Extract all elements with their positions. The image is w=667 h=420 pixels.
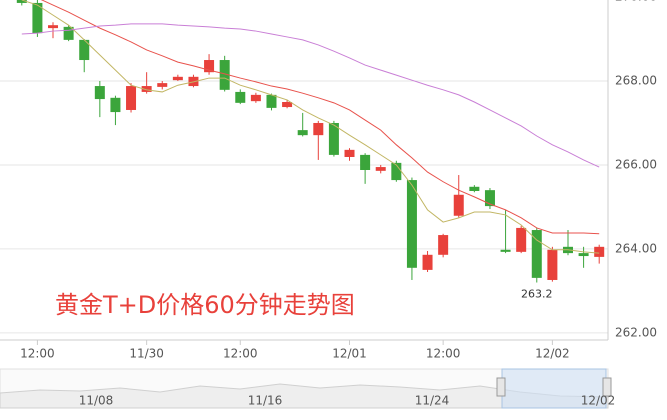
candle-body xyxy=(172,76,183,81)
candle-body xyxy=(16,0,27,3)
navigator-label: 11/24 xyxy=(415,394,450,408)
candle-body xyxy=(266,94,277,108)
navigator-label: 12/02 xyxy=(581,394,616,408)
x-tick-label: 12:00 xyxy=(223,347,258,361)
candle-body xyxy=(547,249,558,280)
candle-body xyxy=(157,83,168,87)
navigator-area xyxy=(0,383,609,409)
x-tick-label: 12/01 xyxy=(332,347,367,361)
navigator-handle-left[interactable] xyxy=(496,377,506,397)
candle-body xyxy=(406,180,417,268)
candle-body xyxy=(32,2,43,34)
candle-body xyxy=(578,253,589,257)
candle-body xyxy=(453,194,464,216)
candle-body xyxy=(141,86,152,92)
candle-body xyxy=(313,122,324,136)
candle-body xyxy=(469,186,480,191)
navigator-handle-right[interactable] xyxy=(602,377,612,397)
candle-body xyxy=(360,154,371,170)
candle-body xyxy=(516,227,527,252)
candle-body xyxy=(484,190,495,207)
candle-body xyxy=(344,149,355,157)
candle-body xyxy=(94,86,105,100)
navigator-label: 11/16 xyxy=(248,394,283,408)
moving-average-line xyxy=(40,0,600,235)
candle-body xyxy=(391,162,402,181)
candle-body xyxy=(531,230,542,278)
moving-average-line xyxy=(21,23,600,168)
candle-body xyxy=(438,235,449,255)
min-label: 263.2 xyxy=(521,287,553,300)
candle-body xyxy=(235,91,246,103)
candle-body xyxy=(219,60,230,90)
candle-body xyxy=(297,130,308,136)
x-tick-label: 12/02 xyxy=(535,347,570,361)
candle-body xyxy=(250,94,261,102)
candle-body xyxy=(500,249,511,252)
candle-body xyxy=(79,39,90,61)
candle-body xyxy=(282,102,293,108)
y-tick-label: 268.00 xyxy=(615,74,657,88)
moving-average-line xyxy=(21,0,600,254)
candle-body xyxy=(110,97,121,113)
x-tick-label: 12:00 xyxy=(426,347,461,361)
chart-title: 黄金T+D价格60分钟走势图 xyxy=(55,291,355,319)
candle-body xyxy=(48,25,59,29)
candle-body xyxy=(422,254,433,270)
y-tick-label: 266.00 xyxy=(615,157,657,171)
candle-body xyxy=(328,122,339,155)
navigator-label: 11/08 xyxy=(79,394,114,408)
candle-body xyxy=(204,60,215,73)
candle-body xyxy=(594,246,605,257)
candle-body xyxy=(63,26,74,40)
candle-body xyxy=(126,86,137,110)
y-tick-label: 264.00 xyxy=(615,241,657,255)
candle-body xyxy=(375,167,386,171)
y-tick-label: 270.00 xyxy=(615,0,657,4)
x-tick-label: 11/30 xyxy=(129,347,164,361)
x-tick-label: 12:00 xyxy=(20,347,55,361)
y-tick-label: 262.00 xyxy=(615,325,657,339)
